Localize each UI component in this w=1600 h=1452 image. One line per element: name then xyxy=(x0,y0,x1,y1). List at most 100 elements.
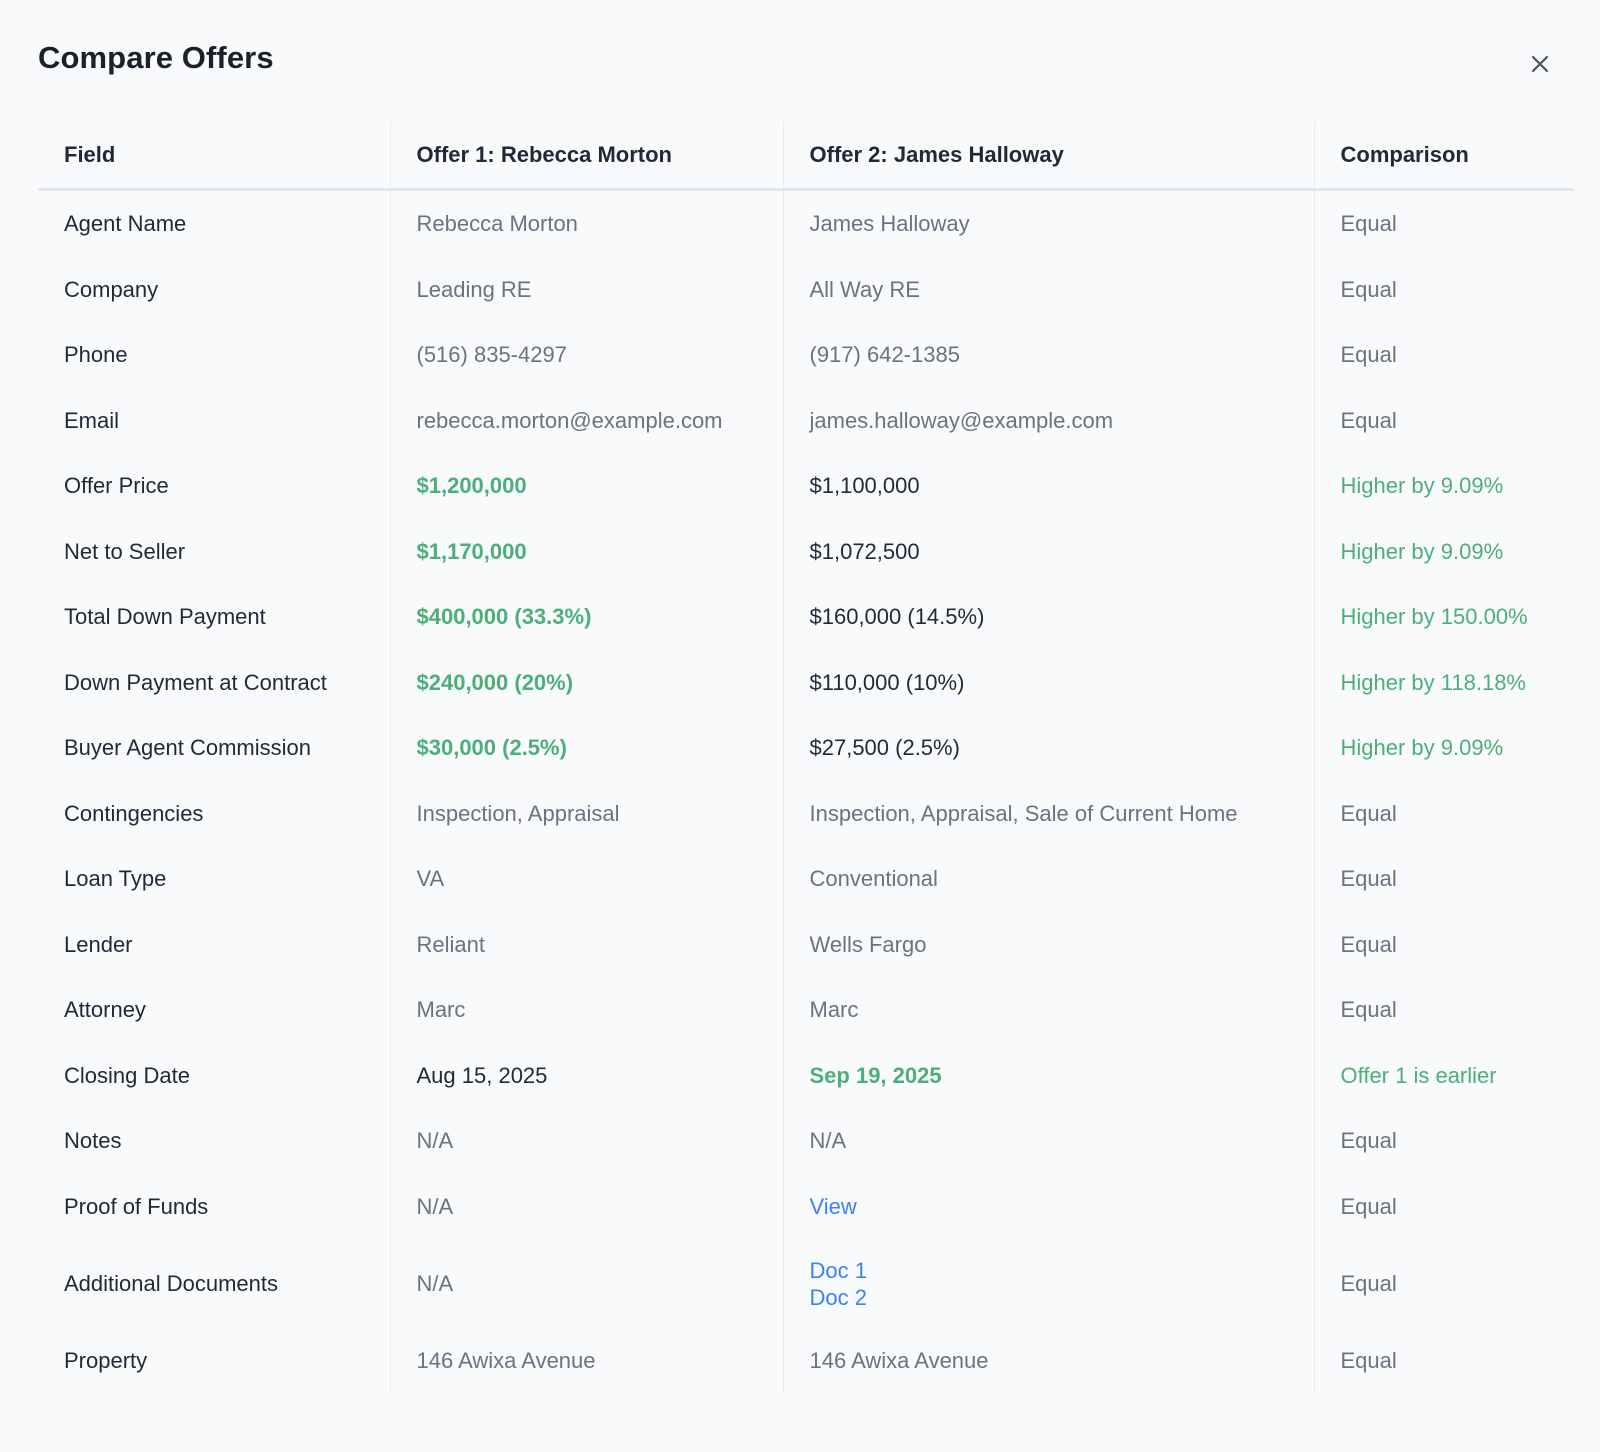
offer1-value: Leading RE xyxy=(389,256,783,322)
field-label: Down Payment at Contract xyxy=(64,669,327,695)
offer2-value: $160,000 (14.5%) xyxy=(782,584,1314,650)
header-row: Field Offer 1: Rebecca Morton Offer 2: J… xyxy=(38,122,1574,191)
offer2-value: View xyxy=(782,1173,1314,1239)
offer1-value: Rebecca Morton xyxy=(389,189,783,257)
offer2-value-best: Sep 19, 2025 xyxy=(782,1042,1314,1108)
table-row: Buyer Agent Commission $30,000 (2.5%) $2… xyxy=(38,715,1574,781)
table-row: Email rebecca.morton@example.com james.h… xyxy=(38,387,1574,453)
offer1-value: VA xyxy=(389,846,783,912)
offer2-value: Doc 1 Doc 2 xyxy=(782,1239,1314,1328)
comparison-value: Offer 1 is earlier xyxy=(1313,1042,1574,1108)
offer1-value: (516) 835-4297 xyxy=(389,322,783,388)
comparison-value: Higher by 150.00% xyxy=(1313,584,1574,650)
table-row: Company Leading RE All Way RE Equal xyxy=(38,256,1574,322)
field-label: Loan Type xyxy=(64,866,167,892)
field-label: Phone xyxy=(64,342,128,368)
offer2-value: $1,072,500 xyxy=(782,518,1314,584)
column-header-field: Field xyxy=(38,122,390,191)
table-row: Agent Name Rebecca Morton James Halloway… xyxy=(38,189,1574,257)
field-label: Email xyxy=(64,407,120,433)
offer2-value: $1,100,000 xyxy=(782,453,1314,519)
field-label: Offer Price xyxy=(64,473,169,499)
offer1-value-best: $400,000 (33.3%) xyxy=(389,584,783,650)
comparison-value: Equal xyxy=(1313,846,1574,912)
comparison-value: Equal xyxy=(1313,189,1574,257)
column-header-comparison: Comparison xyxy=(1313,122,1574,191)
comparison-value: Equal xyxy=(1313,256,1574,322)
field-label: Notes xyxy=(64,1128,122,1154)
offer2-value: Conventional xyxy=(782,846,1314,912)
offer1-value-best: $1,200,000 xyxy=(389,453,783,519)
table-row: Proof of Funds N/A View Equal xyxy=(38,1173,1574,1239)
field-label: Total Down Payment xyxy=(64,604,266,630)
table-row: Down Payment at Contract $240,000 (20%) … xyxy=(38,649,1574,715)
offer2-value: $110,000 (10%) xyxy=(782,649,1314,715)
offer2-value: (917) 642-1385 xyxy=(782,322,1314,388)
table-row: Property 146 Awixa Avenue 146 Awixa Aven… xyxy=(38,1328,1574,1394)
offer1-value: Marc xyxy=(389,977,783,1043)
offer1-value: N/A xyxy=(389,1108,783,1174)
field-label: Property xyxy=(64,1348,148,1374)
offer1-value-best: $240,000 (20%) xyxy=(389,649,783,715)
field-label: Closing Date xyxy=(64,1062,190,1088)
table-row: Closing Date Aug 15, 2025 Sep 19, 2025 O… xyxy=(38,1042,1574,1108)
comparison-value: Equal xyxy=(1313,911,1574,977)
field-label: Attorney xyxy=(64,997,146,1023)
offer1-value: N/A xyxy=(389,1173,783,1239)
offer2-value: Wells Fargo xyxy=(782,911,1314,977)
offer2-value: N/A xyxy=(782,1108,1314,1174)
table-body: Agent Name Rebecca Morton James Halloway… xyxy=(38,189,1574,1394)
offer2-value: James Halloway xyxy=(782,189,1314,257)
comparison-table-container: Field Offer 1: Rebecca Morton Offer 2: J… xyxy=(38,122,1574,1394)
offer1-value: Reliant xyxy=(389,911,783,977)
table-row: Loan Type VA Conventional Equal xyxy=(38,846,1574,912)
field-label: Additional Documents xyxy=(64,1271,279,1296)
field-label: Buyer Agent Commission xyxy=(64,735,311,761)
column-header-offer1: Offer 1: Rebecca Morton xyxy=(389,122,783,191)
offer1-value-best: $1,170,000 xyxy=(389,518,783,584)
offer1-value: Inspection, Appraisal xyxy=(389,780,783,846)
field-label: Contingencies xyxy=(64,800,204,826)
offer1-value: rebecca.morton@example.com xyxy=(389,387,783,453)
field-label: Agent Name xyxy=(64,211,187,237)
field-label: Net to Seller xyxy=(64,538,186,564)
comparison-value: Higher by 9.09% xyxy=(1313,453,1574,519)
table-row: Net to Seller $1,170,000 $1,072,500 High… xyxy=(38,518,1574,584)
comparison-value: Equal xyxy=(1313,1173,1574,1239)
table-row: Total Down Payment $400,000 (33.3%) $160… xyxy=(38,584,1574,650)
proof-of-funds-view-link[interactable]: View xyxy=(809,1193,857,1219)
field-label: Proof of Funds xyxy=(64,1193,209,1219)
offer2-value: james.halloway@example.com xyxy=(782,387,1314,453)
comparison-value: Higher by 118.18% xyxy=(1313,649,1574,715)
comparison-value: Equal xyxy=(1313,780,1574,846)
offer2-value: Inspection, Appraisal, Sale of Current H… xyxy=(782,780,1314,846)
document-link-2[interactable]: Doc 2 xyxy=(809,1284,867,1310)
offer1-value-best: $30,000 (2.5%) xyxy=(389,715,783,781)
offer2-value: All Way RE xyxy=(782,256,1314,322)
document-link-1[interactable]: Doc 1 xyxy=(809,1257,867,1283)
table-row: Offer Price $1,200,000 $1,100,000 Higher… xyxy=(38,453,1574,519)
close-icon xyxy=(1531,55,1549,73)
table-row: Notes N/A N/A Equal xyxy=(38,1108,1574,1174)
comparison-value: Equal xyxy=(1313,322,1574,388)
close-button[interactable] xyxy=(1524,48,1556,80)
table-row: Attorney Marc Marc Equal xyxy=(38,977,1574,1043)
comparison-value: Equal xyxy=(1313,977,1574,1043)
comparison-value: Equal xyxy=(1313,1328,1574,1394)
offer1-value: Aug 15, 2025 xyxy=(389,1042,783,1108)
table-header: Field Offer 1: Rebecca Morton Offer 2: J… xyxy=(38,122,1574,191)
column-header-offer2: Offer 2: James Halloway xyxy=(782,122,1314,191)
comparison-value: Equal xyxy=(1313,1239,1574,1328)
offer2-value: Marc xyxy=(782,977,1314,1043)
comparison-value: Equal xyxy=(1313,387,1574,453)
comparison-value: Higher by 9.09% xyxy=(1313,518,1574,584)
comparison-value: Higher by 9.09% xyxy=(1313,715,1574,781)
offer2-value: 146 Awixa Avenue xyxy=(782,1328,1314,1394)
field-label: Lender xyxy=(64,931,133,957)
table-row: Additional Documents N/A Doc 1 Doc 2 Equ… xyxy=(38,1239,1574,1328)
table-row: Lender Reliant Wells Fargo Equal xyxy=(38,911,1574,977)
comparison-value: Equal xyxy=(1313,1108,1574,1174)
offer1-value: N/A xyxy=(389,1239,783,1328)
table-row: Contingencies Inspection, Appraisal Insp… xyxy=(38,780,1574,846)
